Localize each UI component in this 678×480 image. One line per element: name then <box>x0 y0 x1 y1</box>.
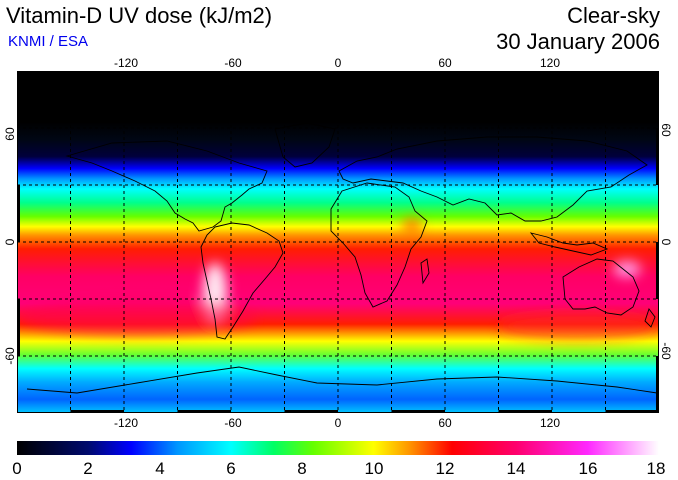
antarctica-coast <box>26 366 658 394</box>
madagascar-coast <box>420 258 430 285</box>
high-dose-patches <box>17 218 657 340</box>
north-america-coast <box>65 140 268 232</box>
colorbar-tick-label: 18 <box>646 459 666 478</box>
south-america-coast <box>200 222 284 340</box>
bottom-lon-label: -60 <box>224 416 242 430</box>
bottom-lon-label: 120 <box>539 416 561 430</box>
colorbar-tick-label: 10 <box>364 459 384 478</box>
left-lat-label: -60 <box>3 347 17 365</box>
colorbar-tick-label: 14 <box>506 459 526 478</box>
colorbar-tick-label: 0 <box>12 459 22 478</box>
colorbar <box>17 441 659 455</box>
left-lat-label: 60 <box>3 127 17 141</box>
right-lat-label: 60 <box>659 123 673 137</box>
eurasia-coast <box>338 136 648 222</box>
credit-label: KNMI / ESA <box>8 33 89 50</box>
map-border <box>17 71 659 413</box>
left-lat-label: 0 <box>3 238 17 246</box>
top-lon-label: 0 <box>334 56 342 70</box>
top-lon-label: 60 <box>438 56 452 70</box>
graticule <box>17 71 659 413</box>
top-lon-label: 120 <box>539 56 561 70</box>
right-lat-label: -60 <box>659 342 673 360</box>
greenland-coast <box>274 122 336 168</box>
colorbar-tick-label: 16 <box>578 459 598 478</box>
top-lon-label: -60 <box>224 56 242 70</box>
africa-coast <box>330 182 428 308</box>
uv-dose-map <box>17 71 659 413</box>
colorbar-tick-label: 4 <box>155 459 165 478</box>
coastlines <box>26 122 658 394</box>
bottom-lon-label: -120 <box>113 416 139 430</box>
colorbar-tick-label: 6 <box>226 459 236 478</box>
indonesia-coast <box>529 232 609 256</box>
colorbar-tick-label: 2 <box>83 459 93 478</box>
date-label: 30 January 2006 <box>496 29 660 54</box>
sky-condition-label: Clear-sky <box>567 3 660 28</box>
top-lon-label: -120 <box>113 56 139 70</box>
colorbar-tick-label: 12 <box>435 459 455 478</box>
colorbar-tick-label: 8 <box>297 459 307 478</box>
map-title: Vitamin-D UV dose (kJ/m2) <box>6 3 273 28</box>
colorbar-gradient <box>17 441 659 455</box>
bottom-lon-label: 60 <box>438 416 452 430</box>
right-lat-label: 0 <box>659 238 673 246</box>
bottom-lon-label: 0 <box>334 416 342 430</box>
australia-coast <box>562 258 640 316</box>
new-zealand-coast <box>644 308 656 328</box>
